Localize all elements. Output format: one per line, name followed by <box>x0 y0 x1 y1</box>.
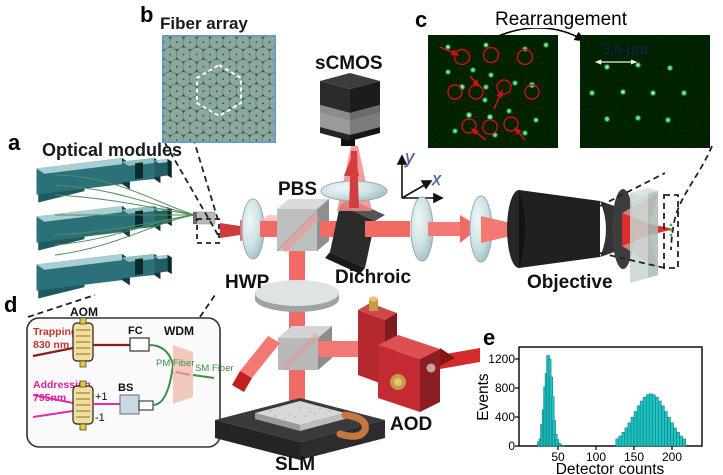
svg-text:Dichroic: Dichroic <box>335 267 411 288</box>
svg-text:PBS: PBS <box>278 179 317 200</box>
svg-text:SLM: SLM <box>275 454 315 475</box>
svg-text:5.6 µm: 5.6 µm <box>602 41 648 58</box>
svg-text:sCMOS: sCMOS <box>315 53 383 74</box>
svg-text:Objective: Objective <box>527 272 613 293</box>
svg-text:AOD: AOD <box>390 414 432 435</box>
svg-text:x: x <box>431 169 442 189</box>
svg-text:HWP: HWP <box>225 272 270 293</box>
svg-text:y: y <box>403 147 415 167</box>
